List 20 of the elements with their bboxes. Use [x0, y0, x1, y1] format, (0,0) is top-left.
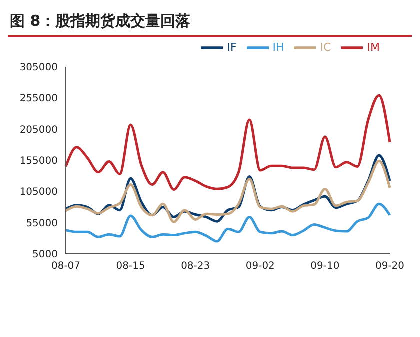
y-tick-label: 105000	[20, 187, 58, 198]
y-tick-label: 55000	[26, 218, 58, 230]
chart-title: 图 8：股指期货成交量回落	[8, 8, 412, 37]
x-tick-label: 08-23	[181, 261, 210, 272]
x-tick-label: 08-07	[51, 261, 81, 272]
legend-label: IF	[227, 41, 237, 54]
x-tick-label: 09-10	[310, 261, 340, 272]
x-tick-label: 09-02	[246, 261, 275, 272]
y-tick-label: 155000	[20, 156, 58, 168]
line-series	[64, 202, 392, 243]
x-tick-label: 09-20	[375, 261, 405, 272]
y-tick-label: 255000	[20, 94, 58, 105]
y-tick-label: 305000	[20, 62, 58, 74]
y-tick-label: 205000	[20, 124, 58, 136]
y-tick-label: 5000	[32, 250, 58, 261]
legend-label: IH	[272, 41, 284, 54]
legend-label: IC	[320, 41, 332, 54]
line-series	[64, 94, 392, 192]
x-tick-label: 08-15	[116, 261, 146, 272]
legend-label: IM	[367, 41, 380, 54]
